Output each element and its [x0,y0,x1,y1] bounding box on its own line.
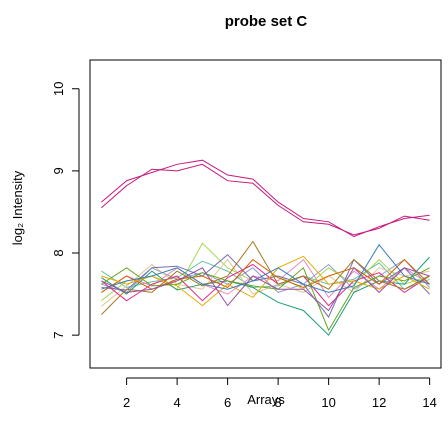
y-tick-label: 10 [51,82,66,96]
x-tick-label: 8 [275,395,282,410]
plot-border [89,59,442,369]
series-line-3 [101,260,430,290]
x-tick-label: 6 [224,395,231,410]
x-tick-label: 14 [422,395,436,410]
x-axis-label: Arrays [247,392,285,407]
series-line-12 [101,266,430,332]
x-tick-label: 12 [372,395,386,410]
x-tick-label: 10 [321,395,335,410]
y-tick-label: 8 [51,249,66,256]
series-line-2 [101,163,430,236]
series-line-14 [101,240,430,315]
y-tick-label: 9 [51,167,66,174]
series-line-16 [101,266,430,312]
chart-title: probe set C [225,13,308,30]
y-axis-label: log₂ Intensity [10,170,25,245]
x-axis: 2 4 6 8 10 12 14 [123,377,437,410]
y-tick-label: 7 [51,332,66,339]
plot-frame [89,59,442,369]
series-line-1 [101,159,430,238]
x-tick-label: 4 [174,395,181,410]
series-line-9 [101,254,430,319]
series-layer [101,159,430,336]
y-axis: 7 8 9 10 [51,82,80,339]
series-line-15 [101,243,430,293]
x-tick-label: 2 [123,395,130,410]
